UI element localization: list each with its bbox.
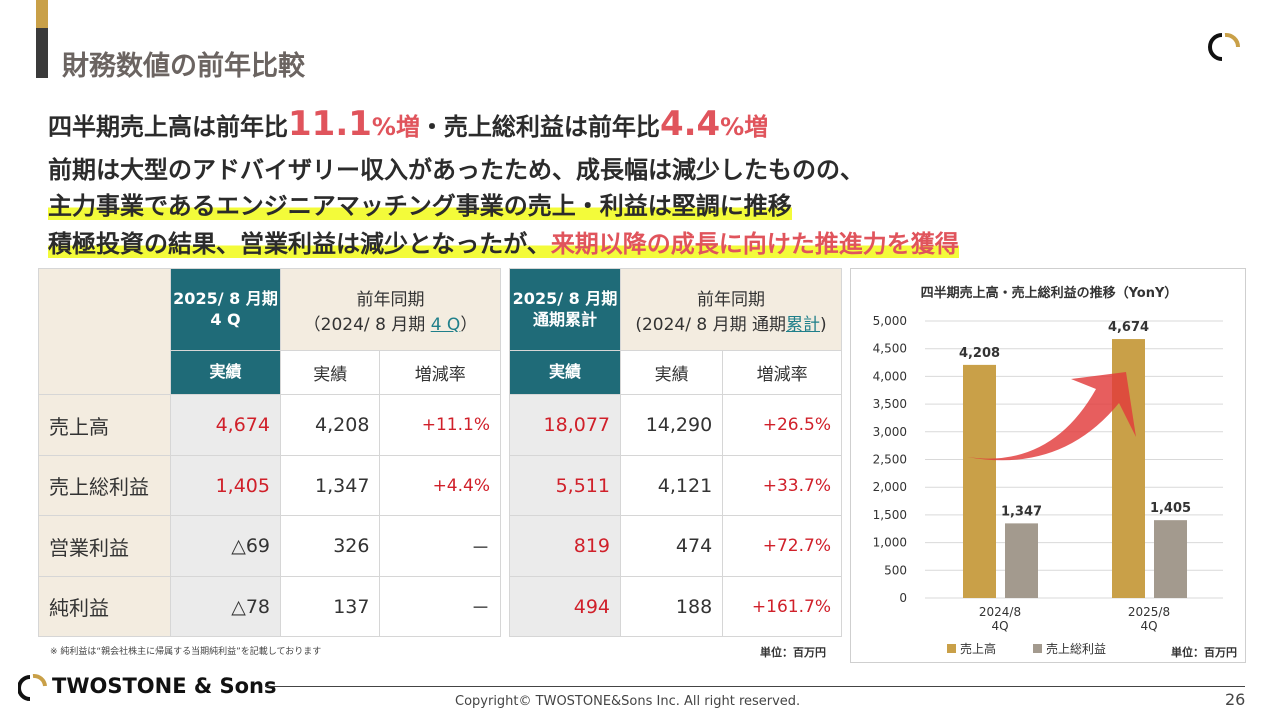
table-row: 819 474 +72.7% (509, 515, 842, 577)
x-tick-label: 4Q (1140, 619, 1157, 633)
data-label: 1,347 (1001, 504, 1042, 519)
footer-logo-icon (18, 673, 47, 701)
footer-divider (265, 686, 1245, 687)
y-tick-label: 1,500 (873, 508, 907, 522)
table-row: 494 188 +161.7% (509, 576, 842, 637)
y-tick-label: 1,000 (873, 536, 907, 550)
x-tick-label: 2025/8 (1128, 605, 1170, 619)
y-tick-label: 500 (884, 563, 907, 577)
y-tick-label: 2,500 (873, 453, 907, 467)
accent-bar-dark (36, 28, 48, 78)
quarter-table: 2025/ 8 月期 4 Q 前年同期 （2024/ 8 月期 4 Q） 実績 実績 増減… (38, 268, 501, 637)
y-tick-label: 3,500 (873, 397, 907, 411)
bar-gross-profit (1005, 523, 1038, 598)
page-title: 財務数値の前年比較 (62, 51, 305, 82)
y-tick-label: 3,000 (873, 425, 907, 439)
table-row: 売上高 4,674 4,208 +11.1% (38, 394, 501, 456)
annual-table: 2025/ 8 月期 通期累計 前年同期 (2024/ 8 月期 通期累計) 実績 実績… (509, 268, 842, 637)
headline-1: 四半期売上高は前年比11.1%増・売上総利益は前年比4.4%増 (48, 104, 769, 144)
chart-panel: 四半期売上高・売上総利益の推移（YonY） 0 500 1,000 1,500 2,000… (850, 268, 1246, 663)
x-tick-label: 2024/8 (979, 605, 1021, 619)
chart-unit: 単位：百万円 (1171, 645, 1237, 659)
legend-label: 売上総利益 (1046, 641, 1106, 656)
y-tick-label: 2,000 (873, 480, 907, 494)
headline-3: 主力事業であるエンジニアマッチング事業の売上・利益は堅調に推移 (48, 192, 792, 220)
legend-label: 売上高 (960, 641, 996, 656)
y-tick-label: 4,000 (873, 369, 907, 383)
legend-swatch (947, 644, 956, 653)
table-row: 5,511 4,121 +33.7% (509, 455, 842, 516)
y-tick-label: 5,000 (873, 314, 907, 328)
data-label: 4,674 (1108, 320, 1149, 335)
table-unit: 単位：百万円 (760, 646, 826, 659)
copyright: Copyright© TWOSTONE&Sons Inc. All right … (455, 694, 801, 709)
y-tick-label: 0 (899, 591, 907, 605)
data-label: 4,208 (959, 346, 1000, 361)
brand-logo-icon (1208, 32, 1241, 61)
accent-bar (36, 0, 48, 28)
headline-4: 積極投資の結果、営業利益は減少となったが、来期以降の成長に向けた推進力を獲得 (48, 230, 959, 258)
data-label: 1,405 (1150, 501, 1191, 516)
headline-2: 前期は大型のアドバイザリー収入があったため、成長幅は減少したものの、 (48, 156, 864, 184)
x-tick-label: 4Q (991, 619, 1008, 633)
chart-title: 四半期売上高・売上総利益の推移（YonY） (921, 285, 1178, 301)
page-number: 26 (1225, 690, 1246, 709)
legend-swatch (1033, 644, 1042, 653)
bar-sales (963, 364, 996, 598)
table-row: 売上総利益 1,405 1,347 +4.4% (38, 455, 501, 516)
footnote: ※ 純利益は“親会社株主に帰属する当期純利益”を記載しております (50, 647, 322, 657)
table-row: 営業利益 △69 326 － (38, 515, 501, 577)
table-row: 純利益 △78 137 － (38, 576, 501, 637)
y-tick-label: 4,500 (873, 342, 907, 356)
footer-brand: TWOSTONE & Sons (52, 674, 277, 698)
bar-gross-profit (1154, 520, 1187, 598)
table-row: 18,077 14,290 +26.5% (509, 394, 842, 456)
growth-arrow-icon (967, 372, 1136, 461)
